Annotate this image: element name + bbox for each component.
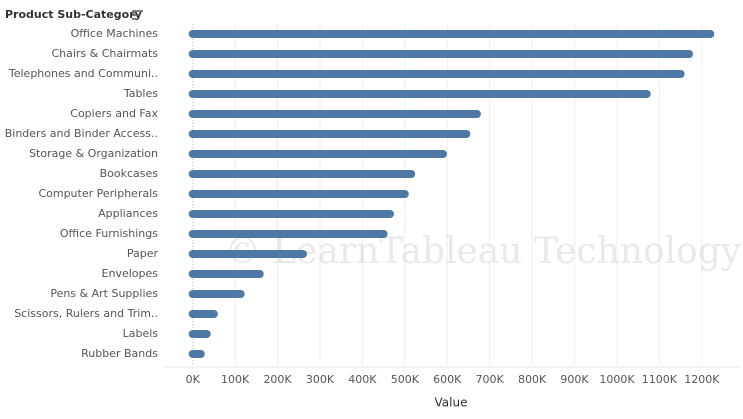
x-tick-label: 500K [391,373,420,386]
y-tick-label: Office Furnishings [60,227,158,240]
y-tick-label: Paper [127,247,159,260]
bar [188,70,685,78]
y-tick-label: Labels [123,327,159,340]
bar [188,50,694,58]
y-tick-label: Bookcases [100,167,159,180]
bar [188,170,416,178]
x-tick-label: 800K [518,373,547,386]
x-tick-label: 1000K [599,373,635,386]
bar [188,150,448,158]
y-tick-label: Telephones and Communi.. [8,67,158,80]
bar [188,290,245,298]
bar [188,110,481,118]
y-tick-label: Office Machines [71,27,159,40]
x-tick-label: 300K [306,373,335,386]
bar [188,350,205,358]
bar [188,230,388,238]
x-tick-label: 700K [476,373,505,386]
bar [188,270,264,278]
y-tick-label: Computer Peripherals [38,187,158,200]
bar [188,130,471,138]
y-tick-label: Tables [123,87,158,100]
x-axis-title: Value [435,396,468,410]
x-tick-label: 400K [348,373,377,386]
y-tick-label: Appliances [98,207,158,220]
y-tick-label: Envelopes [102,267,159,280]
x-tick-label: 100K [221,373,250,386]
y-tick-label: Rubber Bands [81,347,158,360]
bar [188,330,211,338]
sort-icon[interactable] [132,10,143,20]
category-header: Product Sub-Category [5,8,142,21]
x-tick-label: 900K [560,373,589,386]
y-tick-label: Binders and Binder Access.. [5,127,158,140]
y-tick-label: Pens & Art Supplies [50,287,158,300]
x-tick-label: 600K [433,373,462,386]
bar [188,250,308,258]
x-tick-label: 200K [263,373,292,386]
bar [188,30,715,38]
x-tick-label: 1100K [642,373,678,386]
bar [188,210,394,218]
y-tick-label: Storage & Organization [29,147,158,160]
y-tick-label: Copiers and Fax [70,107,158,120]
bar [188,190,409,198]
x-tick-label: 1200K [684,373,720,386]
x-tick-label: 0K [186,373,201,386]
bar [188,90,651,98]
y-tick-label: Chairs & Chairmats [51,47,158,60]
bar [188,310,218,318]
y-tick-label: Scissors, Rulers and Trim.. [14,307,158,320]
